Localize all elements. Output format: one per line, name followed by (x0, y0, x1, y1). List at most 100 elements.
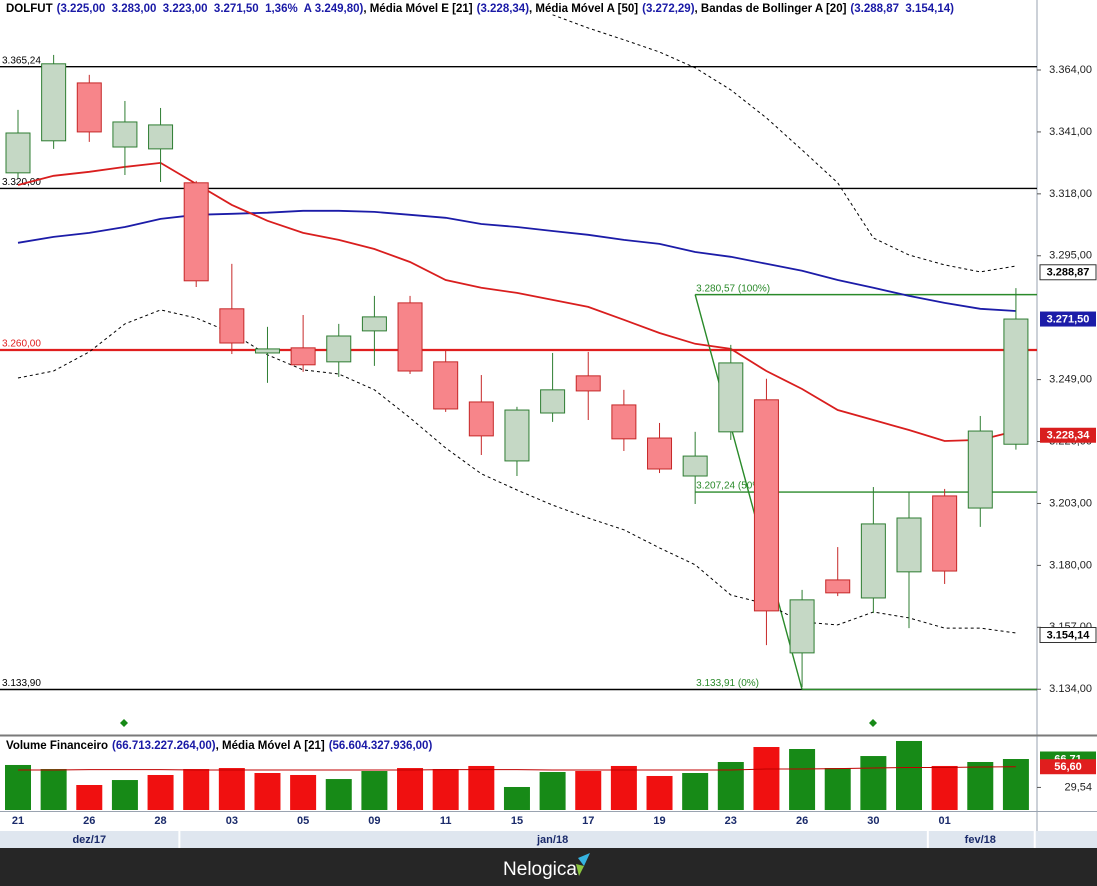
volume-bar (1002, 759, 1029, 810)
average-line (17, 161, 1017, 442)
x-tick-label: 03 (226, 815, 238, 827)
event-marker (869, 719, 877, 727)
average-line (18, 766, 1016, 771)
x-tick-label: 30 (867, 815, 879, 827)
x-tick-label: 01 (939, 815, 951, 827)
title-part: (3.288,87 3.154,14) (850, 3, 954, 15)
volume-bar (860, 756, 887, 810)
candle-body (5, 132, 31, 174)
title-part: (66.713.227.264,00) (112, 740, 216, 752)
x-tick-label: 11 (440, 815, 452, 827)
volume-bar (397, 768, 424, 810)
volume-bar (111, 780, 138, 810)
brand-icon (576, 864, 584, 876)
x-tick-label: 26 (83, 815, 95, 827)
candle-body (825, 579, 851, 594)
volume-bar (218, 768, 245, 810)
panel-title: DOLFUT (3.225,00 3.283,00 3.223,00 3.271,… (6, 3, 954, 15)
y-tick-label: 29,54 (1064, 781, 1092, 793)
month-label: jan/18 (536, 834, 568, 846)
volume-bar (5, 764, 31, 810)
horizontal-line-label: 3.133,90 (2, 678, 41, 689)
x-tick-label: 15 (511, 815, 523, 827)
band-line (17, 309, 1016, 634)
candle-body (860, 523, 886, 599)
x-tick-label: 23 (725, 815, 737, 827)
candle-body (504, 409, 530, 462)
candle-body (76, 82, 102, 133)
brand-icon (578, 853, 590, 866)
candle-body (896, 517, 922, 573)
candle-body (183, 182, 209, 282)
y-tick-label: 3.203,00 (1049, 497, 1092, 509)
volume-bar (896, 740, 922, 810)
volume-bar (40, 769, 67, 810)
volume-bar (254, 773, 281, 810)
candle-body (290, 347, 316, 366)
candle-body (932, 495, 958, 572)
month-label: fev/18 (965, 834, 996, 846)
event-marker (120, 719, 128, 727)
fibonacci-label: 3.133,91 (0%) (696, 678, 759, 689)
candle-body (718, 362, 744, 433)
x-tick-label: 05 (297, 815, 309, 827)
candle-body (1003, 318, 1029, 445)
volume-bar (575, 771, 602, 810)
volume-bar (753, 747, 780, 810)
volume-bar (503, 786, 530, 810)
title-part: (3.228,34) (477, 3, 530, 15)
x-tick-label: 17 (582, 815, 594, 827)
candle-body (41, 63, 67, 142)
title-part: DOLFUT (6, 3, 53, 15)
volume-bar (967, 761, 994, 810)
candle-body (148, 124, 174, 150)
volume-bar (432, 769, 459, 810)
x-tick-label: 21 (12, 815, 24, 827)
candle-body (753, 399, 779, 612)
value-badge (1040, 311, 1096, 327)
volume-bar (183, 769, 210, 810)
month-label: dez/17 (72, 834, 106, 846)
y-tick-label: 3.295,00 (1049, 250, 1092, 262)
y-tick-label: 3.318,00 (1049, 188, 1092, 200)
candle-body (397, 302, 423, 372)
candle-body (682, 455, 708, 477)
volume-bar (931, 765, 958, 810)
y-tick-label: 3.249,00 (1049, 374, 1092, 386)
title-part: Volume Financeiro (6, 740, 108, 752)
title-part: , Média Móvel A [21] (216, 740, 325, 752)
candle-body (575, 375, 601, 392)
candle-body (647, 437, 673, 470)
horizontal-line-label: 3.320,00 (2, 177, 41, 188)
title-part: , Média Móvel E [21] (363, 3, 472, 15)
month-row (0, 831, 1097, 848)
horizontal-line-label: 3.365,24 (2, 55, 41, 66)
fibonacci-label: 3.207,24 (50%) (696, 481, 764, 492)
fibonacci-trend (694, 294, 803, 690)
brand: Nelogica (503, 859, 577, 880)
candle-body (112, 121, 138, 148)
candle-body (540, 389, 566, 414)
title-part: (3.225,00 3.283,00 3.223,00 3.271,50 1,3… (57, 3, 364, 15)
value-badge-label: 3.271,50 (1047, 313, 1090, 325)
volume-bar (468, 765, 495, 810)
value-badge-label: 56,60 (1054, 761, 1082, 773)
y-tick-label: 3.134,00 (1049, 683, 1092, 695)
volume-bar (539, 772, 566, 810)
candle-body (219, 308, 245, 344)
candle-body (468, 401, 494, 437)
volume-bar (789, 749, 816, 810)
candle-body (967, 430, 993, 509)
volume-bar (646, 775, 673, 810)
panel-title: Volume Financeiro (66.713.227.264,00), Mé… (6, 740, 432, 752)
footer (0, 848, 1097, 886)
value-badge (1040, 759, 1096, 775)
value-badge-label: 3.154,14 (1047, 629, 1091, 641)
volume-bar (290, 774, 317, 810)
candle-body (433, 361, 459, 410)
value-badge (1039, 627, 1097, 644)
candle-body (611, 404, 637, 440)
title-part: , Bandas de Bollinger A [20] (695, 3, 847, 15)
